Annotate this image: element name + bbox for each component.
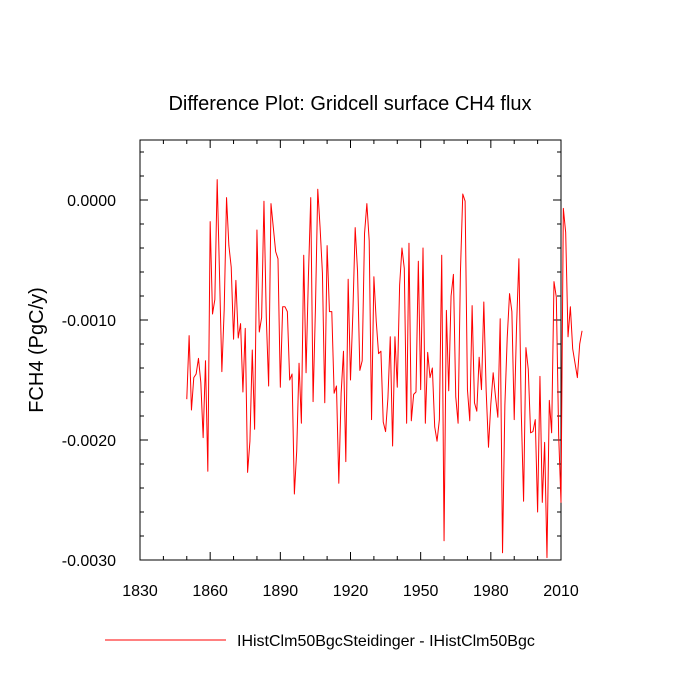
y-tick-label: -0.0010 — [62, 313, 116, 330]
legend-label: IHistClm50BgcSteidinger - IHistClm50Bgc — [237, 633, 535, 650]
plot-frame — [139, 139, 562, 561]
x-tick-label: 1980 — [473, 583, 509, 600]
x-tick-label: 1950 — [403, 583, 439, 600]
x-axis-ticks: 1830 1860 1890 1920 1950 1980 2010 — [122, 140, 579, 600]
y-tick-label: -0.0020 — [62, 433, 116, 450]
x-tick-label: 1920 — [333, 583, 369, 600]
x-tick-label: 1890 — [263, 583, 299, 600]
series-layer — [186, 179, 583, 559]
x-tick-label: 1860 — [192, 583, 228, 600]
y-tick-label: -0.0030 — [62, 553, 116, 570]
y-axis-ticks: 0.0000 -0.0010 -0.0020 -0.0030 — [62, 151, 561, 570]
x-tick-label: 2010 — [543, 583, 579, 600]
chart-title: Difference Plot: Gridcell surface CH4 fl… — [168, 93, 531, 115]
y-tick-label: 0.0000 — [67, 193, 116, 210]
x-tick-label: 1830 — [122, 583, 158, 600]
y-axis-label: FCH4 (PgC/y) — [26, 287, 48, 413]
series-line-0 — [186, 179, 583, 559]
